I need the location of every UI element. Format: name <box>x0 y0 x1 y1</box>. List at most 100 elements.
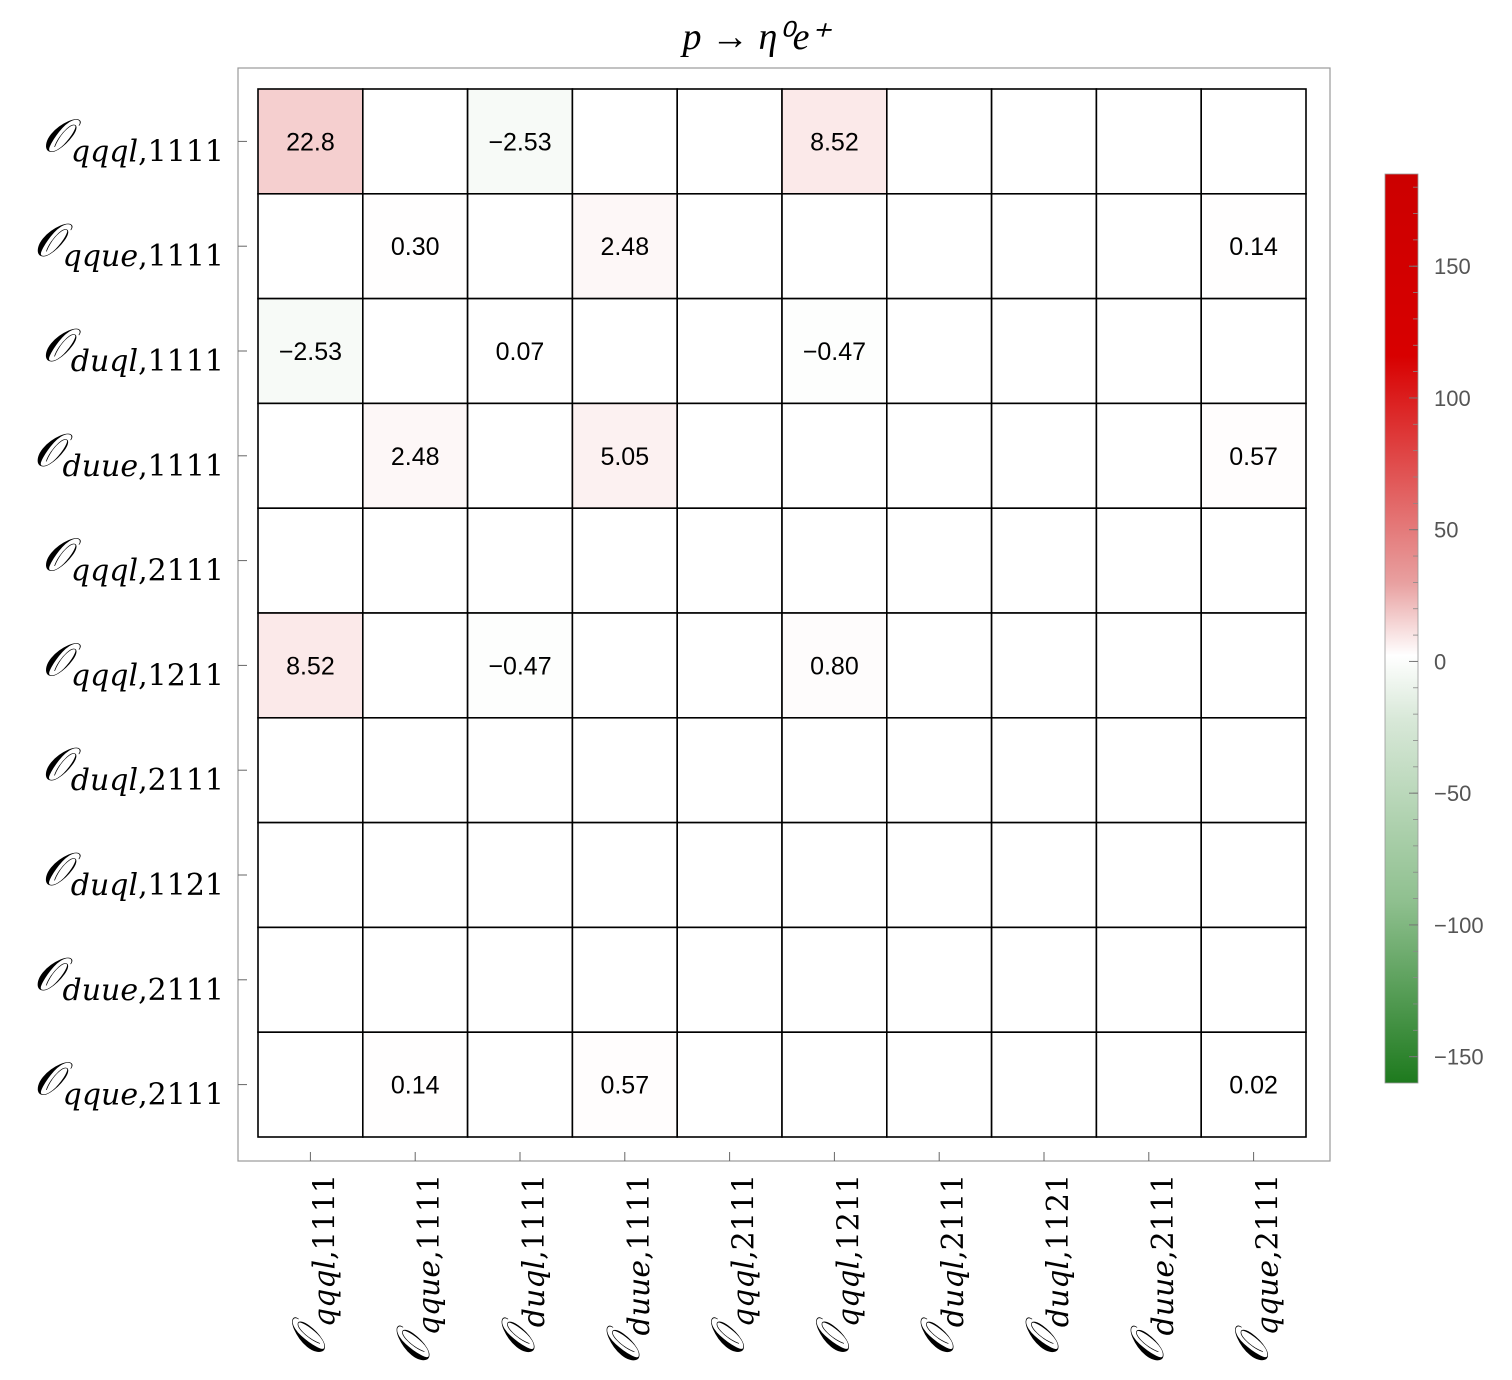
heatmap-cell <box>361 612 469 719</box>
svg-text:𝒪qque,2111: 𝒪qque,2111 <box>1225 1174 1286 1364</box>
heatmap-cell <box>1095 402 1203 509</box>
colorbar: 150 100 50 0 −50 −100 −150 <box>1384 173 1484 1084</box>
heatmap-cell <box>1095 88 1203 195</box>
heatmap-cell <box>676 297 783 405</box>
heatmap-cell <box>676 193 783 300</box>
heatmap-cell <box>676 821 783 929</box>
heatmap-cell <box>361 821 469 929</box>
heatmap-cell <box>361 926 469 1034</box>
column-label: 𝒪duql,2111 <box>910 1174 971 1356</box>
heatmap-cell <box>466 193 574 300</box>
heatmap-cell <box>990 507 1098 614</box>
heatmap-cell <box>257 821 364 929</box>
row-label: 𝒪duue,1111 <box>34 423 224 484</box>
cell-value-label: −2.53 <box>488 128 551 156</box>
cell-value-label: 0.80 <box>810 652 859 680</box>
heatmap-cell <box>1200 1031 1307 1138</box>
heatmap-cell <box>676 507 783 614</box>
heatmap-cell <box>1200 507 1307 614</box>
heatmap-cell <box>361 716 469 824</box>
heatmap-cell <box>1095 821 1203 929</box>
svg-text:𝒪qqql,1211: 𝒪qqql,1211 <box>805 1174 866 1356</box>
heatmap-cell <box>781 297 888 405</box>
heatmap-cell <box>257 402 364 509</box>
row-label: 𝒪duql,1121 <box>42 842 224 903</box>
cell-value-label: 0.02 <box>1229 1072 1278 1100</box>
heatmap-cell <box>571 1031 679 1138</box>
heatmap-cell <box>990 297 1098 405</box>
heatmap-cell <box>781 88 888 195</box>
colorbar-tick-label: 50 <box>1434 518 1458 543</box>
heatmap-cell <box>990 926 1098 1034</box>
row-label: 𝒪qque,2111 <box>34 1052 224 1113</box>
heatmap-cell <box>990 193 1098 300</box>
heatmap-cell <box>1200 926 1307 1034</box>
heatmap-cell <box>466 716 574 824</box>
svg-text:𝒪qqql,1111: 𝒪qqql,1111 <box>42 108 224 169</box>
heatmap-cell <box>885 402 993 509</box>
cell-value-label: −0.47 <box>803 338 866 366</box>
heatmap-cell <box>885 612 993 719</box>
column-label: 𝒪duql,1121 <box>1015 1174 1076 1356</box>
heatmap-cell <box>1095 716 1203 824</box>
heatmap-cell <box>990 716 1098 824</box>
heatmap-cell <box>466 821 574 929</box>
heatmap-cell <box>1095 193 1203 300</box>
row-label: 𝒪duql,2111 <box>42 737 224 798</box>
cell-value-label: 2.48 <box>600 233 649 261</box>
colorbar-tick-label: 100 <box>1434 386 1471 411</box>
heatmap-cell <box>990 1031 1098 1138</box>
heatmap-cell <box>990 612 1098 719</box>
svg-text:𝒪qque,1111: 𝒪qque,1111 <box>34 213 224 274</box>
heatmap-cell <box>1200 821 1307 929</box>
heatmap-cell <box>361 1031 469 1138</box>
heatmap-cell <box>885 88 993 195</box>
cell-value-label: 22.8 <box>286 128 335 156</box>
heatmap-cell <box>781 821 888 929</box>
heatmap-cell <box>361 297 469 405</box>
column-label: 𝒪duue,2111 <box>1120 1174 1181 1364</box>
colorbar-tick-label: −50 <box>1434 781 1471 806</box>
svg-text:𝒪duql,2111: 𝒪duql,2111 <box>42 737 224 798</box>
svg-text:𝒪duue,2111: 𝒪duue,2111 <box>34 947 224 1008</box>
heatmap-cell <box>1095 1031 1203 1138</box>
heatmap-cell <box>781 926 888 1034</box>
svg-text:𝒪qque,1111: 𝒪qque,1111 <box>386 1174 447 1364</box>
svg-text:𝒪duue,1111: 𝒪duue,1111 <box>34 423 224 484</box>
heatmap-cell <box>1095 926 1203 1034</box>
heatmap-cell <box>885 821 993 929</box>
svg-text:𝒪duql,1111: 𝒪duql,1111 <box>42 318 224 379</box>
colorbar-tick-label: 150 <box>1434 254 1471 279</box>
heatmap-cell <box>781 193 888 300</box>
heatmap-cell <box>257 193 364 300</box>
chart-title: p → η⁰e⁺ <box>682 16 830 58</box>
heatmap-cell <box>1095 612 1203 719</box>
heatmap-cell <box>1095 507 1203 614</box>
heatmap-cell <box>257 716 364 824</box>
heatmap-cell <box>571 402 679 509</box>
cell-value-label: 0.30 <box>391 233 440 261</box>
heatmap-cell <box>466 926 574 1034</box>
colorbar-gradient <box>1384 173 1419 1084</box>
cell-value-label: −2.53 <box>279 338 342 366</box>
heatmap-cell <box>676 612 783 719</box>
cell-value-label: 5.05 <box>600 443 649 471</box>
colorbar-tick-label: −100 <box>1434 913 1484 938</box>
heatmap-cell <box>466 88 574 195</box>
cell-value-label: 0.57 <box>600 1072 649 1100</box>
cell-value-label: 0.07 <box>496 338 545 366</box>
heatmap-cell <box>257 297 364 405</box>
plot-frame <box>237 67 1331 1162</box>
heatmap-cell <box>257 612 364 719</box>
cell-value-label: 0.14 <box>391 1072 440 1100</box>
heatmap-cell <box>571 612 679 719</box>
heatmap-cell <box>885 926 993 1034</box>
svg-text:𝒪qque,2111: 𝒪qque,2111 <box>34 1052 224 1113</box>
column-label: 𝒪duue,1111 <box>596 1174 657 1364</box>
heatmap-cell <box>466 507 574 614</box>
row-label: 𝒪duue,2111 <box>34 947 224 1008</box>
heatmap-cell <box>885 297 993 405</box>
colorbar-tick-label: −150 <box>1434 1045 1484 1070</box>
row-label: 𝒪qque,1111 <box>34 213 224 274</box>
